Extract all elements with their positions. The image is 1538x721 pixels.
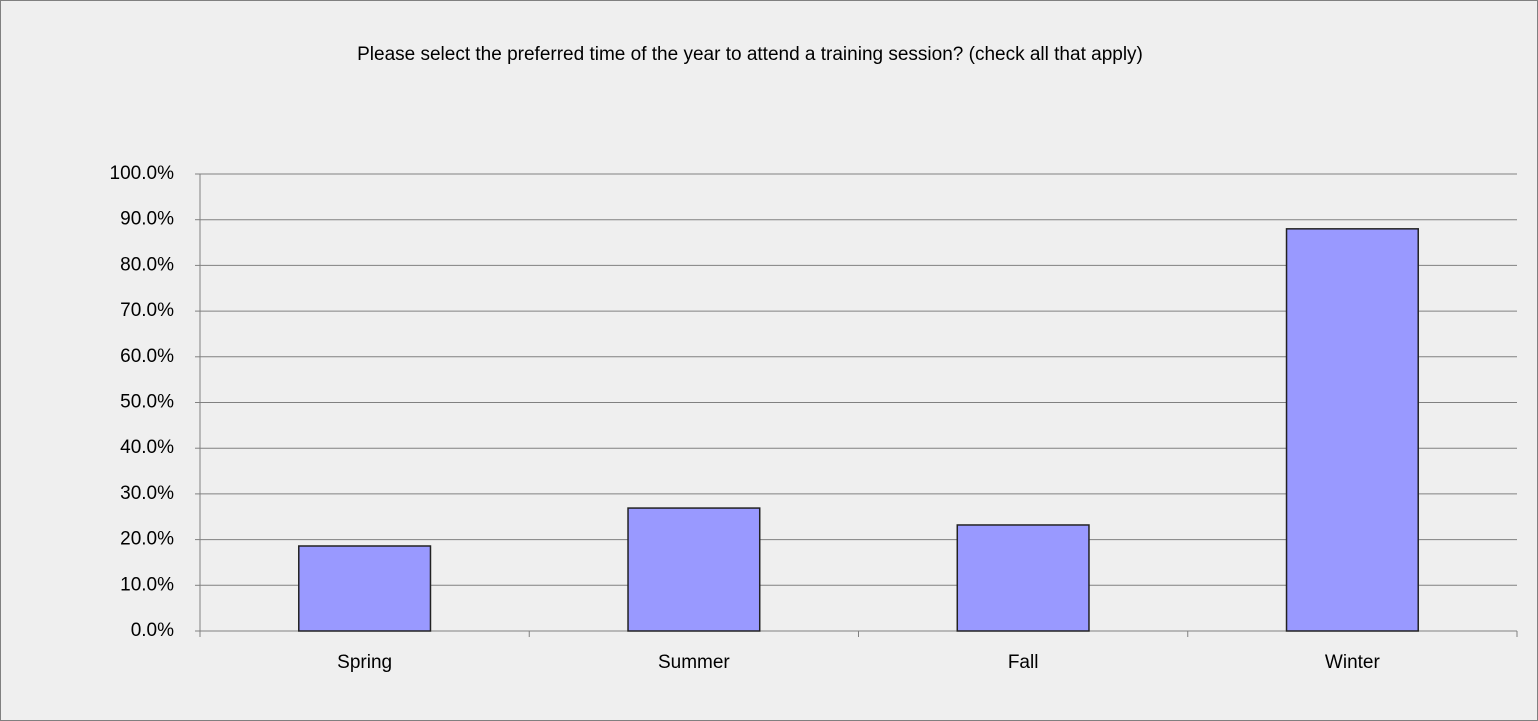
x-tick-label: Winter	[1325, 652, 1381, 673]
y-tick-label: 30.0%	[120, 483, 174, 504]
y-tick-label: 10.0%	[120, 574, 174, 595]
y-tick-label: 50.0%	[120, 392, 174, 413]
bar	[298, 545, 432, 632]
y-tick-label: 90.0%	[120, 209, 174, 230]
x-tick-label: Spring	[337, 652, 392, 673]
bar	[627, 507, 761, 632]
y-tick-label: 0.0%	[131, 620, 174, 641]
bar	[1285, 228, 1419, 632]
y-tick-label: 70.0%	[120, 300, 174, 321]
x-tick-label: Summer	[658, 652, 730, 673]
y-tick-label: 100.0%	[110, 163, 175, 184]
chart-title: Please select the preferred time of the …	[357, 44, 1143, 65]
y-tick-label: 20.0%	[120, 529, 174, 550]
x-tick-label: Fall	[1008, 652, 1039, 673]
y-tick-label: 40.0%	[120, 437, 174, 458]
bar	[956, 524, 1090, 632]
y-tick-label: 60.0%	[120, 346, 174, 367]
y-tick-label: 80.0%	[120, 254, 174, 275]
